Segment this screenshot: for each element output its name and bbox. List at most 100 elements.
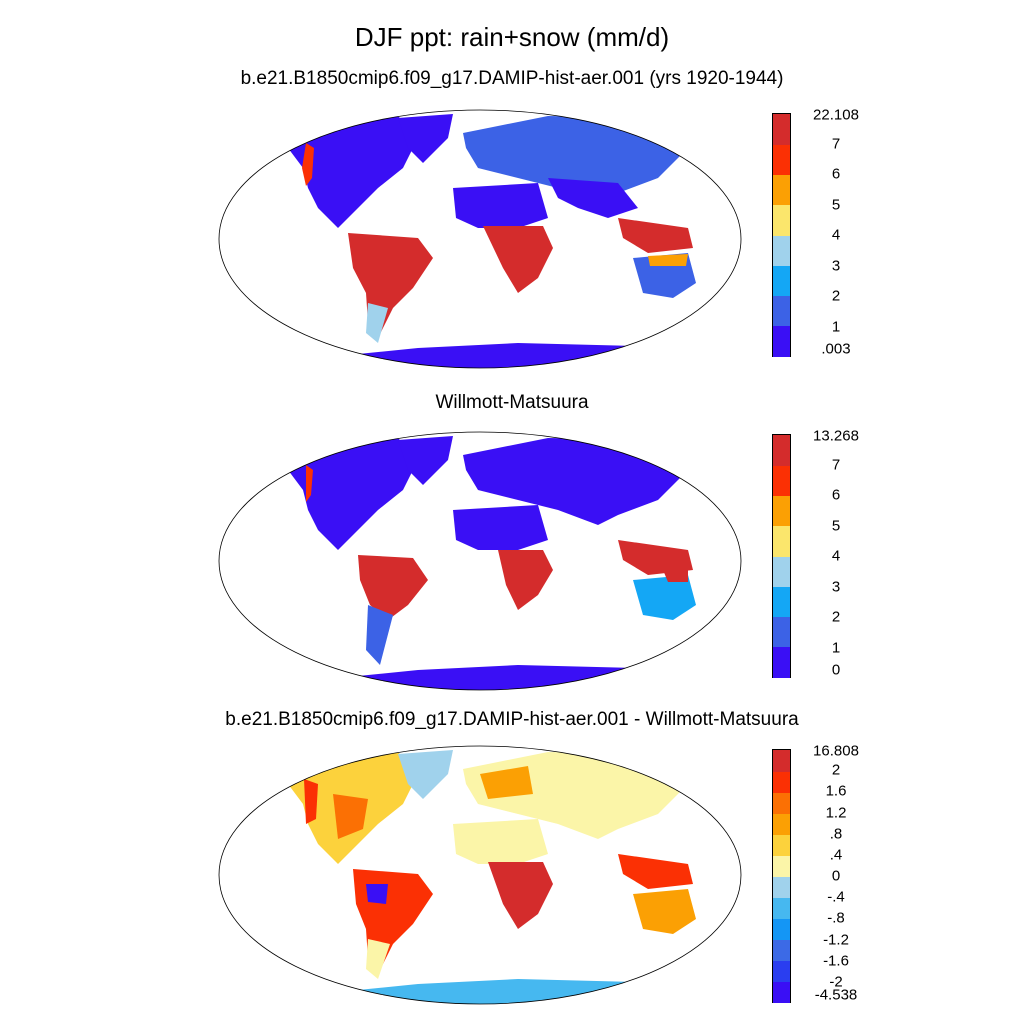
panel-1-subtitle: b.e21.B1850cmip6.f09_g17.DAMIP-hist-aer.…: [240, 68, 784, 89]
panel-1-colorbar: .003 1 2 3 4 5 6 7 22.108: [772, 107, 892, 358]
colorbar-label: -2: [829, 973, 843, 991]
colorbar-label: -1.6: [823, 952, 849, 970]
colorbar-label: 13.268: [813, 427, 859, 445]
colorbar-segment: [773, 750, 790, 772]
maritime-continent-region: [618, 540, 693, 575]
colorbar-label: 22.108: [813, 106, 859, 124]
na-west-coast-wet: [304, 779, 318, 824]
panel-3-colorbar: -4.538 -2 -1.6 -1.2 -.8 -.4 0 .4 .8 1.2 1.6 2 16.808: [772, 743, 892, 1004]
africa-south-region: [488, 862, 553, 929]
panel-3-map-svg: [218, 745, 742, 1005]
colorbar-label: 1: [831, 318, 841, 335]
colorbar-label: 7: [831, 456, 841, 473]
colorbar-label: 1: [831, 639, 841, 656]
australia-region: [633, 575, 696, 620]
colorbar-box: [772, 749, 791, 1003]
panel-1-map: [218, 108, 742, 370]
sa-south-region: [366, 303, 388, 343]
colorbar-segment: [773, 771, 790, 793]
colorbar-segment: [773, 235, 790, 266]
colorbar-segment: [773, 897, 790, 919]
colorbar-label: 1.6: [825, 782, 847, 800]
panel-2-subtitle: Willmott-Matsuura: [435, 392, 589, 413]
colorbar-segment: [773, 114, 790, 145]
sa-south-region: [366, 939, 390, 979]
colorbar-segment: [773, 792, 790, 814]
australia-north-wet: [663, 570, 688, 582]
colorbar-label: -4.538: [814, 986, 858, 1004]
figure-title: DJF ppt: rain+snow (mm/d): [354, 22, 670, 52]
colorbar-label: 2: [831, 287, 841, 305]
colorbar-label: 6: [831, 165, 841, 183]
maritime-continent-region: [618, 218, 693, 253]
colorbar-segment: [773, 525, 790, 557]
panel-1-map-svg: [218, 109, 742, 369]
panel-2-colorbar: 0 1 2 3 4 5 6 7 13.268: [772, 428, 892, 679]
greenland-region: [398, 114, 453, 163]
sa-south-region: [366, 605, 393, 665]
colorbar-label: .003: [821, 340, 851, 358]
colorbar-segment: [773, 435, 790, 466]
sa-dry-patch: [366, 884, 388, 904]
europe-wet: [480, 766, 533, 799]
colorbar-label: 2: [831, 761, 841, 779]
colorbar-label: 16.808: [813, 742, 859, 760]
colorbar-box: [772, 113, 791, 357]
africa-north-region: [453, 183, 548, 228]
south-america-region: [358, 555, 428, 620]
colorbar-label: -.8: [827, 909, 845, 927]
asia-monsoon-region: [548, 178, 638, 218]
colorbar-label: 5: [831, 196, 841, 213]
colorbar-segment: [773, 204, 790, 236]
africa-south-region: [498, 550, 553, 610]
colorbar-label: 4: [831, 226, 841, 244]
colorbar-label: .8: [829, 825, 843, 843]
colorbar-segment: [773, 295, 790, 327]
colorbar-label: 3: [831, 578, 841, 595]
north-america-region: [278, 438, 418, 550]
colorbar-box: [772, 434, 791, 678]
colorbar-segment: [773, 586, 790, 617]
colorbar-segment: [773, 616, 790, 648]
colorbar-segment: [773, 813, 790, 835]
colorbar-label: 5: [831, 517, 841, 534]
colorbar-segment: [773, 876, 790, 898]
na-west-coast-wet: [302, 143, 314, 186]
colorbar-segment: [773, 918, 790, 940]
colorbar-segment: [773, 465, 790, 496]
colorbar-segment: [773, 556, 790, 587]
map-border: [218, 431, 742, 691]
north-america-region: [278, 116, 418, 228]
colorbar-label: 0: [831, 867, 841, 885]
colorbar-segment: [773, 960, 790, 982]
panel-3-map: [218, 744, 742, 1006]
africa-south-region: [483, 226, 553, 293]
colorbar-segment: [773, 981, 790, 1003]
colorbar-segment: [773, 325, 790, 357]
eurasia-region: [463, 116, 688, 203]
colorbar-label: .4: [829, 846, 843, 864]
colorbar-label: 3: [831, 257, 841, 274]
na-interior-wet: [333, 794, 368, 839]
panel-2-map-svg: [218, 431, 742, 691]
colorbar-label: 1.2: [825, 804, 847, 821]
map-border: [218, 109, 742, 369]
panel-2-map: [218, 430, 742, 692]
colorbar-label: 4: [831, 547, 841, 565]
colorbar-segment: [773, 834, 790, 856]
colorbar-segment: [773, 144, 790, 175]
colorbar-segment: [773, 495, 790, 527]
panel-3-subtitle: b.e21.B1850cmip6.f09_g17.DAMIP-hist-aer.…: [225, 709, 799, 730]
maritime-continent-region: [618, 854, 693, 889]
colorbar-label: -.4: [827, 888, 845, 906]
australia-north-wet: [648, 254, 688, 266]
africa-north-region: [453, 819, 548, 864]
greenland-region: [398, 436, 453, 485]
colorbar-segment: [773, 265, 790, 296]
colorbar-segment: [773, 939, 790, 961]
colorbar-label: -1.2: [823, 931, 849, 948]
africa-north-region: [453, 505, 548, 550]
eurasia-region: [463, 438, 688, 525]
australia-region: [633, 889, 696, 934]
colorbar-label: 7: [831, 135, 841, 152]
